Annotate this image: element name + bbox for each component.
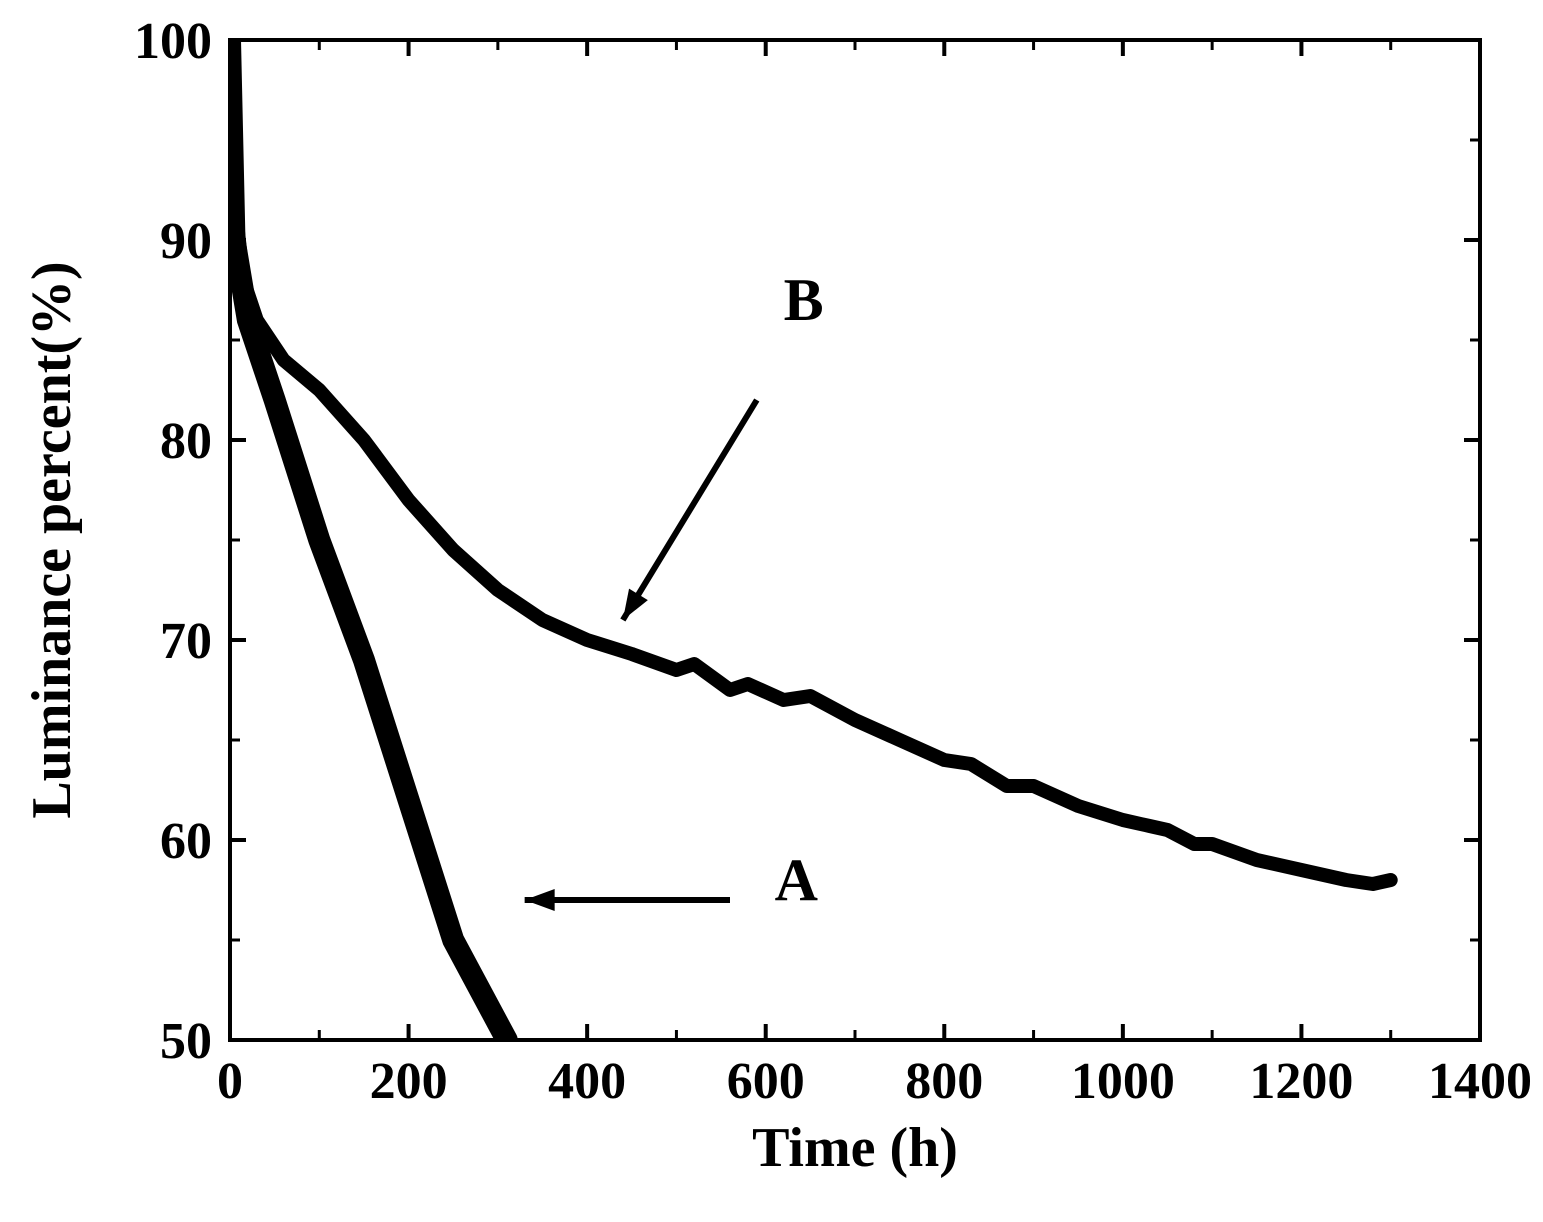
x-tick-label: 0: [217, 1053, 243, 1110]
x-tick-label: 600: [727, 1053, 805, 1110]
chart-container: 0 200 400 600 800 1000 1200 1400 50 60 70 80 90 100 Ti…: [0, 0, 1543, 1222]
x-tick-label: 800: [905, 1053, 983, 1110]
series-label-B: B: [784, 267, 824, 333]
y-tick-label: 90: [160, 213, 212, 270]
x-tick-label: 400: [548, 1053, 626, 1110]
x-tick-label: 1000: [1071, 1053, 1175, 1110]
x-tick-label: 1200: [1249, 1053, 1353, 1110]
y-tick-label: 70: [160, 613, 212, 670]
chart-svg: 0 200 400 600 800 1000 1200 1400 50 60 70 80 90 100 Ti…: [0, 0, 1543, 1222]
y-tick-label: 100: [134, 13, 212, 70]
y-axis-label: Luminance percent(%): [21, 261, 83, 818]
y-tick-label: 60: [160, 813, 212, 870]
series-label-A: A: [775, 847, 818, 913]
x-axis-label: Time (h): [752, 1117, 958, 1179]
x-tick-label: 1400: [1428, 1053, 1532, 1110]
x-tick-label: 200: [370, 1053, 448, 1110]
y-tick-label: 80: [160, 413, 212, 470]
y-tick-label: 50: [160, 1013, 212, 1070]
